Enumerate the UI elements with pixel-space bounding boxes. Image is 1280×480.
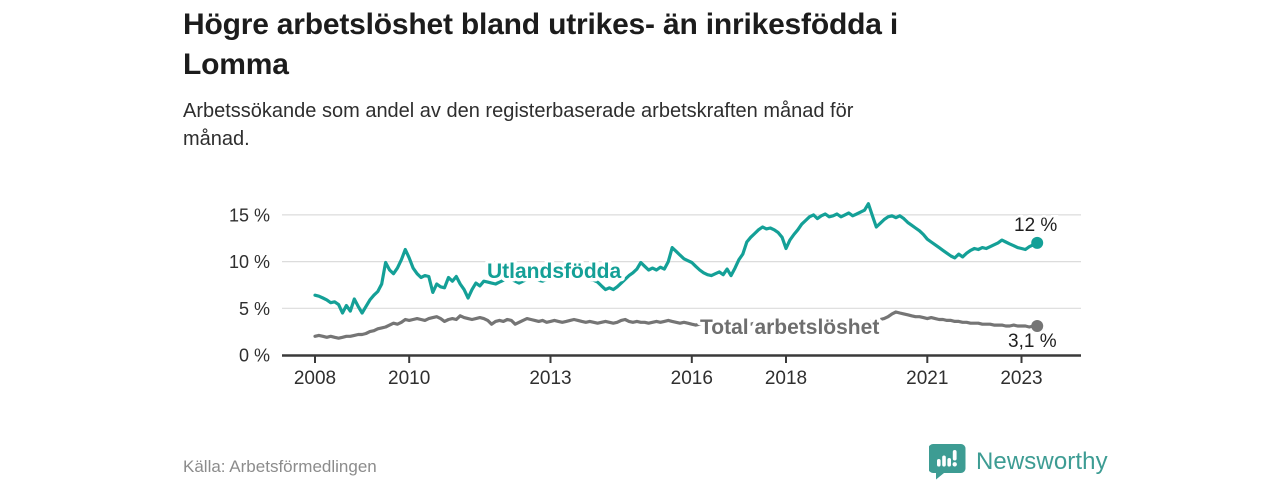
- x-tick-label: 2008: [294, 368, 336, 389]
- newsworthy-bubble-icon: [929, 444, 966, 480]
- total-end-dot: [1031, 320, 1044, 332]
- x-tick-label: 2018: [765, 368, 807, 389]
- x-axis-labels: 2008 2010 2013 2016 2018 2021 2023: [294, 368, 1043, 389]
- subtitle-line-1: Arbetssökande som andel av den registerb…: [183, 100, 854, 122]
- x-axis: [282, 354, 1081, 363]
- source-note: Källa: Arbetsförmedlingen: [183, 457, 377, 476]
- total-arbetsloshet-line: [313, 310, 1039, 340]
- exclamation-stem: [952, 450, 957, 461]
- bar-2: [942, 455, 946, 467]
- x-tick-label: 2021: [906, 368, 948, 389]
- utlandsfodda-end-dot: [1031, 236, 1044, 249]
- series-label-total-arbetsloshet: Total arbetslöshet: [700, 316, 879, 339]
- x-tick-label: 2010: [388, 368, 430, 389]
- series-label-utlandsfodda: Utlandsfödda: [487, 260, 621, 283]
- gridlines: [282, 214, 1081, 309]
- brand-name: Newsworthy: [976, 447, 1108, 475]
- y-tick-label: 5 %: [239, 299, 270, 319]
- bar-1: [937, 459, 941, 467]
- subtitle-line-2: månad.: [183, 128, 250, 150]
- end-value-utlandsfodda: 12 %: [1014, 215, 1057, 236]
- bar-3: [947, 458, 951, 467]
- bubble-shape: [929, 444, 966, 480]
- end-value-total: 3,1 %: [1008, 331, 1057, 352]
- page-title: Högre arbetslöshet bland utrikes- än inr…: [183, 5, 1123, 85]
- exclamation-dot: [952, 462, 957, 467]
- title-line-2: Lomma: [183, 48, 289, 81]
- x-tick-label: 2016: [671, 368, 713, 389]
- x-tick-label: 2013: [529, 368, 571, 389]
- x-tick-label: 2023: [1000, 368, 1042, 389]
- y-tick-label: 0 %: [239, 346, 270, 366]
- y-tick-label: 10 %: [229, 252, 270, 272]
- y-tick-label: 15 %: [229, 205, 270, 225]
- chart-subtitle: Arbetssökande som andel av den registerb…: [183, 97, 1083, 153]
- utlandsfodda-line: [313, 202, 1039, 315]
- title-line-1: Högre arbetslöshet bland utrikes- än inr…: [183, 8, 898, 41]
- y-axis-labels: 0 % 5 % 10 % 15 %: [229, 205, 270, 365]
- newsworthy-logo: Newsworthy: [929, 443, 1108, 480]
